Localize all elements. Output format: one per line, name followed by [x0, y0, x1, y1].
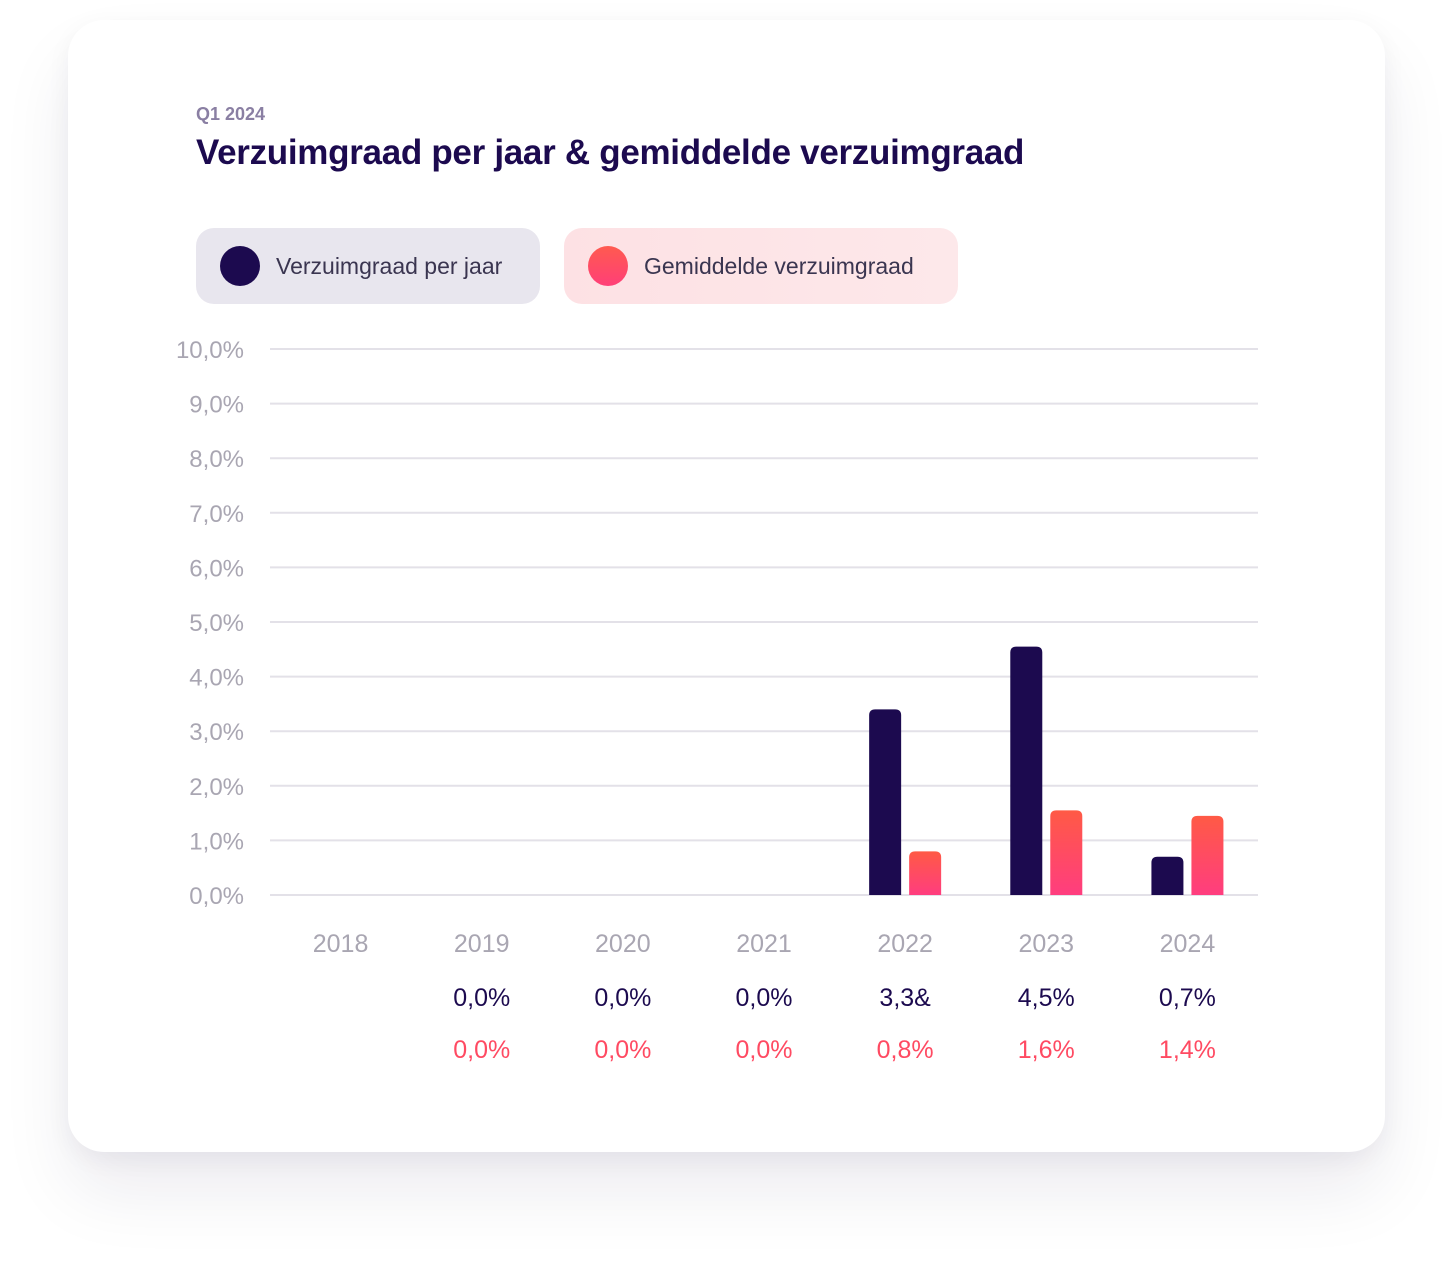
bar — [1191, 815, 1224, 895]
data-label: 0,0% — [453, 1036, 510, 1064]
legend-label: Verzuimgraad per jaar — [276, 252, 503, 279]
y-tick-label: 1,0% — [189, 828, 244, 855]
y-tick-label: 4,0% — [189, 665, 244, 692]
x-tick-label: 2018 — [313, 930, 369, 958]
bar — [1010, 646, 1043, 895]
y-tick-label: 3,0% — [189, 719, 244, 746]
legend-item-verzuimgraad-per-jaar[interactable]: Verzuimgraad per jaar — [196, 228, 540, 304]
legend-dot-icon — [220, 246, 260, 286]
data-label: 1,4% — [1159, 1036, 1216, 1064]
y-tick-label: 8,0% — [189, 446, 244, 473]
data-label: 3,3& — [879, 984, 931, 1012]
y-tick-label: 2,0% — [189, 774, 244, 801]
x-tick-label: 2022 — [877, 930, 933, 958]
legend-label: Gemiddelde verzuimgraad — [644, 252, 914, 279]
data-label: 1,6% — [1018, 1036, 1075, 1064]
legend-item-gemiddelde-verzuimgraad[interactable]: Gemiddelde verzuimgraad — [564, 228, 958, 304]
x-tick-label: 2020 — [595, 930, 651, 958]
y-tick-label: 6,0% — [189, 555, 244, 582]
data-label: 0,0% — [594, 984, 651, 1012]
data-label: 0,0% — [453, 984, 510, 1012]
data-label: 0,8% — [877, 1036, 934, 1064]
data-label: 0,0% — [736, 984, 793, 1012]
x-tick-label: 2021 — [736, 930, 792, 958]
chart-subtitle: Q1 2024 — [196, 104, 266, 124]
chart-title: Verzuimgraad per jaar & gemiddelde verzu… — [196, 133, 1025, 172]
y-tick-label: 9,0% — [189, 392, 244, 419]
data-label: 0,7% — [1159, 984, 1216, 1012]
bar — [1151, 856, 1184, 895]
bar — [909, 851, 942, 895]
data-label: 0,0% — [594, 1036, 651, 1064]
y-tick-label: 0,0% — [189, 883, 244, 910]
legend-dot-icon — [588, 246, 628, 286]
y-tick-label: 7,0% — [189, 501, 244, 528]
x-tick-label: 2024 — [1160, 930, 1216, 958]
bar — [869, 709, 902, 895]
bar — [1050, 810, 1083, 895]
data-label: 0,0% — [736, 1036, 793, 1064]
chart-card — [68, 20, 1385, 1152]
x-tick-label: 2023 — [1018, 930, 1074, 958]
y-tick-label: 10,0% — [176, 337, 244, 364]
y-tick-label: 5,0% — [189, 610, 244, 637]
data-label: 4,5% — [1018, 984, 1075, 1012]
x-tick-label: 2019 — [454, 930, 510, 958]
